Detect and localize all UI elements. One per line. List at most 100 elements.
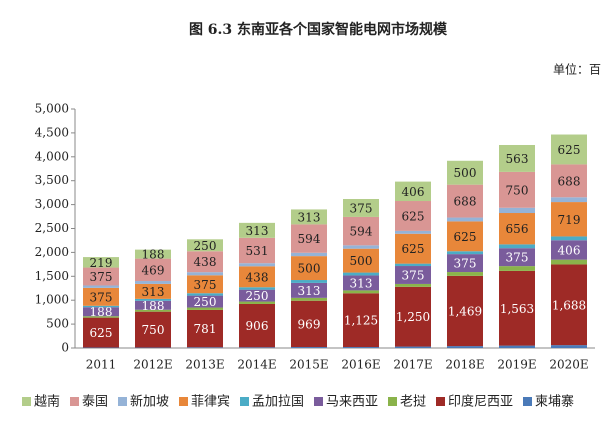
- bar-segment: [551, 259, 587, 265]
- data-label: 375: [402, 268, 425, 282]
- y-tick-label: 5,000: [35, 102, 69, 116]
- legend-swatch: [22, 397, 31, 406]
- x-tick-label: 2012E: [133, 358, 172, 372]
- bar-segment: [239, 266, 275, 288]
- bar-segment: [135, 309, 171, 312]
- bar-segment: [395, 230, 431, 234]
- legend-swatch: [240, 397, 249, 406]
- x-tick-label: 2018E: [445, 358, 484, 372]
- bar-segment: [395, 286, 431, 347]
- data-label: 250: [194, 239, 217, 253]
- bar-segment: [83, 257, 119, 268]
- bar-segment: [447, 275, 483, 347]
- data-label: 594: [298, 232, 321, 246]
- data-label: 531: [246, 244, 269, 258]
- bar-segment: [135, 300, 171, 310]
- data-label: 500: [298, 262, 321, 276]
- bar-segment: [187, 295, 223, 308]
- data-label: 594: [350, 225, 373, 239]
- data-label: 375: [194, 278, 217, 292]
- y-tick-label: 500: [46, 317, 69, 331]
- bar-segment: [395, 263, 431, 267]
- bar-segment: [291, 256, 327, 281]
- data-label: 969: [298, 317, 321, 331]
- data-label: 750: [142, 323, 165, 337]
- bar-segment: [135, 311, 171, 348]
- legend-label: 孟加拉国: [252, 395, 304, 410]
- data-label: 1,125: [344, 314, 378, 328]
- bar-segment: [395, 181, 431, 202]
- data-label: 250: [194, 295, 217, 309]
- data-label: 406: [402, 185, 425, 199]
- bar-segment: [291, 297, 327, 301]
- data-label: 563: [506, 152, 529, 166]
- bar-segment: [447, 251, 483, 255]
- x-tick-label: 2019E: [497, 358, 536, 372]
- legend-label: 菲律宾: [191, 394, 230, 410]
- bar-segment: [239, 237, 275, 264]
- data-label: 438: [194, 255, 217, 269]
- bar-segment: [291, 224, 327, 253]
- bar-segment: [343, 248, 379, 273]
- bar-segment: [291, 300, 327, 348]
- bar-segment: [291, 280, 327, 283]
- bar-segment: [551, 134, 587, 165]
- bar-segment: [135, 281, 171, 284]
- bar-segment: [135, 249, 171, 259]
- bar-segment: [499, 248, 535, 267]
- bar-segment: [187, 307, 223, 310]
- bar-segment: [343, 275, 379, 291]
- data-label: 625: [402, 209, 425, 223]
- data-label: 313: [298, 284, 321, 298]
- bar-segment: [83, 316, 119, 318]
- data-label: 375: [506, 251, 529, 265]
- bar-segment: [499, 171, 535, 208]
- x-tick-label: 2016E: [341, 358, 380, 372]
- bar-segment: [343, 245, 379, 249]
- data-label: 250: [246, 289, 269, 303]
- bar-segment: [83, 307, 119, 317]
- bar-segment: [447, 272, 483, 276]
- bar-segment: [395, 266, 431, 284]
- data-label: 375: [454, 257, 477, 271]
- bar-segment: [551, 345, 587, 348]
- data-label: 625: [454, 230, 477, 244]
- legend-swatch: [70, 397, 79, 406]
- bar-segment: [83, 317, 119, 348]
- bar-segment: [499, 345, 535, 348]
- bar-segment: [187, 272, 223, 276]
- data-label: 313: [298, 210, 321, 224]
- bar-segment: [499, 266, 535, 271]
- bar-segment: [395, 233, 431, 264]
- bar-segment: [291, 347, 327, 348]
- bar-segment: [187, 309, 223, 348]
- bar-segment: [83, 285, 119, 288]
- data-label: 406: [558, 243, 581, 257]
- legend-swatch: [388, 397, 397, 406]
- data-label: 313: [246, 224, 269, 238]
- x-tick-label: 2020E: [549, 358, 588, 372]
- data-label: 688: [454, 195, 477, 209]
- bar-segment: [395, 283, 431, 287]
- bar-segment: [499, 244, 535, 249]
- legend-label: 新加坡: [130, 394, 169, 410]
- x-tick-label: 2013E: [185, 358, 224, 372]
- bar-segment: [343, 293, 379, 348]
- bar-segment: [187, 293, 223, 296]
- bar-segment: [551, 240, 587, 260]
- legend-swatch: [436, 397, 445, 406]
- bar-segment: [447, 160, 483, 185]
- legend-swatch: [118, 397, 127, 406]
- data-label: 219: [90, 256, 113, 270]
- data-label: 625: [558, 143, 581, 157]
- bar-segment: [551, 236, 587, 241]
- legend-label: 柬埔寨: [535, 394, 574, 410]
- bar-segment: [447, 184, 483, 218]
- y-tick-label: 0: [61, 341, 69, 355]
- data-label: 438: [246, 270, 269, 284]
- x-tick-label: 2014E: [237, 358, 276, 372]
- bar-segment: [187, 347, 223, 348]
- bar-segment: [187, 239, 223, 252]
- bar-segment: [499, 144, 535, 172]
